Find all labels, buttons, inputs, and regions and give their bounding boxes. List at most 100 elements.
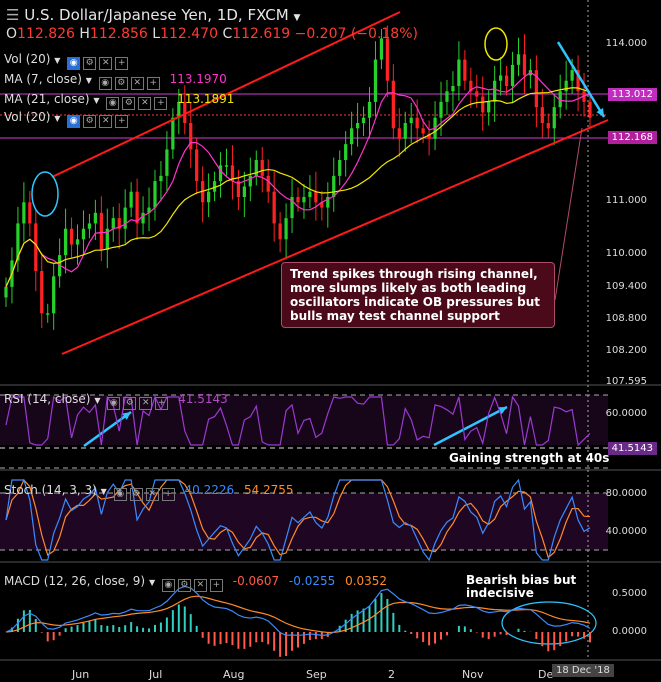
stoch-k-value: 40.2226 (184, 483, 235, 497)
add-icon[interactable]: + (209, 579, 223, 592)
stoch-band (0, 493, 608, 550)
price-tick: 108.200 (605, 345, 647, 356)
highlight-ellipse (31, 171, 59, 217)
indicator-vol1[interactable]: Vol (20) ▼ ◉ ⚙ ✕ + (4, 52, 129, 70)
add-icon[interactable]: + (161, 488, 175, 501)
candle-body (81, 228, 86, 240)
eye-icon[interactable]: ◉ (106, 97, 120, 110)
x-tick: Nov (462, 668, 484, 681)
chevron-down-icon[interactable]: ▼ (148, 578, 156, 587)
indicator-stoch[interactable]: Stoch (14, 3, 3) ▼ ◉ ⚙ ✕ + 40.2226 54.2755 (4, 483, 294, 501)
candle-body (385, 38, 390, 81)
settings-icon[interactable]: ⚙ (129, 488, 143, 501)
eye-icon[interactable]: ◉ (113, 488, 127, 501)
close-icon[interactable]: ✕ (193, 579, 207, 592)
close-icon[interactable]: ✕ (130, 77, 144, 90)
chevron-down-icon[interactable]: ▼ (85, 76, 92, 85)
candle-body (469, 80, 473, 92)
indicator-macd[interactable]: MACD (12, 26, close, 9) ▼ ◉ ⚙ ✕ + -0.0607 -… (4, 574, 387, 592)
close-value: 112.619 (232, 26, 291, 42)
ma7-value: 113.1970 (169, 72, 227, 86)
eye-icon[interactable]: ◉ (107, 397, 121, 410)
candle-body (350, 128, 354, 145)
annotation-line: more slumps likely as both leading (290, 281, 527, 295)
close-icon[interactable]: ✕ (138, 97, 152, 110)
candle-body (391, 80, 395, 129)
candle-body (129, 191, 133, 208)
indicator-stoch-label: Stoch (14, 3, 3) (4, 483, 97, 497)
stoch-d-line (5, 478, 591, 559)
chevron-down-icon[interactable]: ▼ (100, 487, 107, 496)
settings-icon[interactable]: ⚙ (123, 397, 137, 410)
candle-body (493, 80, 497, 102)
candle-body (236, 181, 241, 197)
eye-icon[interactable]: ◉ (67, 115, 81, 128)
candle-body (409, 117, 413, 123)
annotation-box[interactable]: Trend spikes through rising channel, mor… (281, 262, 555, 328)
x-tick: Sep (306, 668, 327, 681)
settings-icon[interactable]: ⚙ (83, 57, 97, 70)
candle-body (445, 91, 449, 102)
candle-body (564, 80, 568, 92)
candle-body (177, 101, 181, 118)
chevron-down-icon[interactable]: ▼ (54, 56, 61, 65)
close-icon[interactable]: ✕ (145, 488, 159, 501)
candle-body (206, 191, 211, 203)
add-icon[interactable]: + (115, 115, 129, 128)
candle-body (361, 117, 366, 123)
candle-body (338, 160, 342, 176)
add-icon[interactable]: + (115, 57, 129, 70)
candle-body (183, 101, 187, 123)
x-tick: 2 (388, 668, 395, 681)
channel-lower (61, 119, 609, 355)
settings-icon[interactable]: ⚙ (83, 115, 97, 128)
highlight-ellipse (484, 27, 508, 61)
annotation-line: bulls may test channel support (290, 309, 500, 323)
candle-body (242, 186, 246, 197)
rsi-note[interactable]: Gaining strength at 40s (449, 451, 610, 465)
close-icon[interactable]: ✕ (99, 57, 113, 70)
change-value: −0.207 (−0.18%) (294, 26, 418, 42)
candle-body (415, 117, 419, 129)
macd-note[interactable]: Bearish bias but indecisive (466, 574, 576, 600)
settings-icon[interactable]: ⚙ (122, 97, 136, 110)
candle-body (481, 96, 485, 113)
indicator-ma21[interactable]: MA (21, close) ▼ ◉ ⚙ ✕ + 113.1891 (4, 92, 234, 110)
x-tick: Aug (223, 668, 245, 681)
settings-icon[interactable]: ⚙ (177, 579, 191, 592)
settings-icon[interactable]: ⚙ (114, 77, 128, 90)
close-icon[interactable]: ✕ (139, 397, 153, 410)
eye-icon[interactable]: ◉ (67, 57, 81, 70)
stoch-tick: 40.0000 (605, 526, 647, 537)
candle-body (212, 181, 217, 192)
add-icon[interactable]: + (155, 397, 169, 410)
add-icon[interactable]: + (146, 77, 160, 90)
candle-body (427, 133, 431, 139)
candle-body (546, 123, 550, 129)
date-cursor-tag: 18 Dec '18 (552, 664, 614, 677)
candle-body (254, 160, 258, 176)
indicator-ma7[interactable]: MA (7, close) ▼ ◉ ⚙ ✕ + 113.1970 (4, 72, 227, 90)
chart-title: ☰ U.S. Dollar/Japanese Yen, 1D, FXCM ▼ (6, 6, 300, 24)
chevron-down-icon[interactable]: ▼ (293, 13, 301, 23)
indicator-vol2[interactable]: Vol (20) ▼ ◉ ⚙ ✕ + (4, 110, 129, 128)
macd-tick: 0.5000 (612, 588, 647, 599)
channel-upper (51, 11, 401, 178)
candle-body (230, 165, 235, 182)
price-tick: 110.000 (605, 248, 647, 259)
indicator-rsi[interactable]: RSI (14, close) ▼ ◉ ⚙ ✕ + 41.5143 (4, 392, 228, 410)
candle-body (111, 218, 115, 229)
trend-arrow-down-head (596, 108, 604, 117)
annotation-connector (554, 127, 583, 301)
eye-icon[interactable]: ◉ (161, 579, 175, 592)
chevron-down-icon[interactable]: ▼ (94, 396, 101, 405)
add-icon[interactable]: + (154, 97, 168, 110)
rsi-tick: 60.0000 (605, 408, 647, 419)
candle-body (320, 202, 324, 208)
chevron-down-icon[interactable]: ▼ (93, 96, 100, 105)
close-icon[interactable]: ✕ (99, 115, 113, 128)
chevron-down-icon[interactable]: ▼ (54, 114, 61, 123)
eye-icon[interactable]: ◉ (98, 77, 112, 90)
menu-icon[interactable]: ☰ (6, 6, 20, 24)
